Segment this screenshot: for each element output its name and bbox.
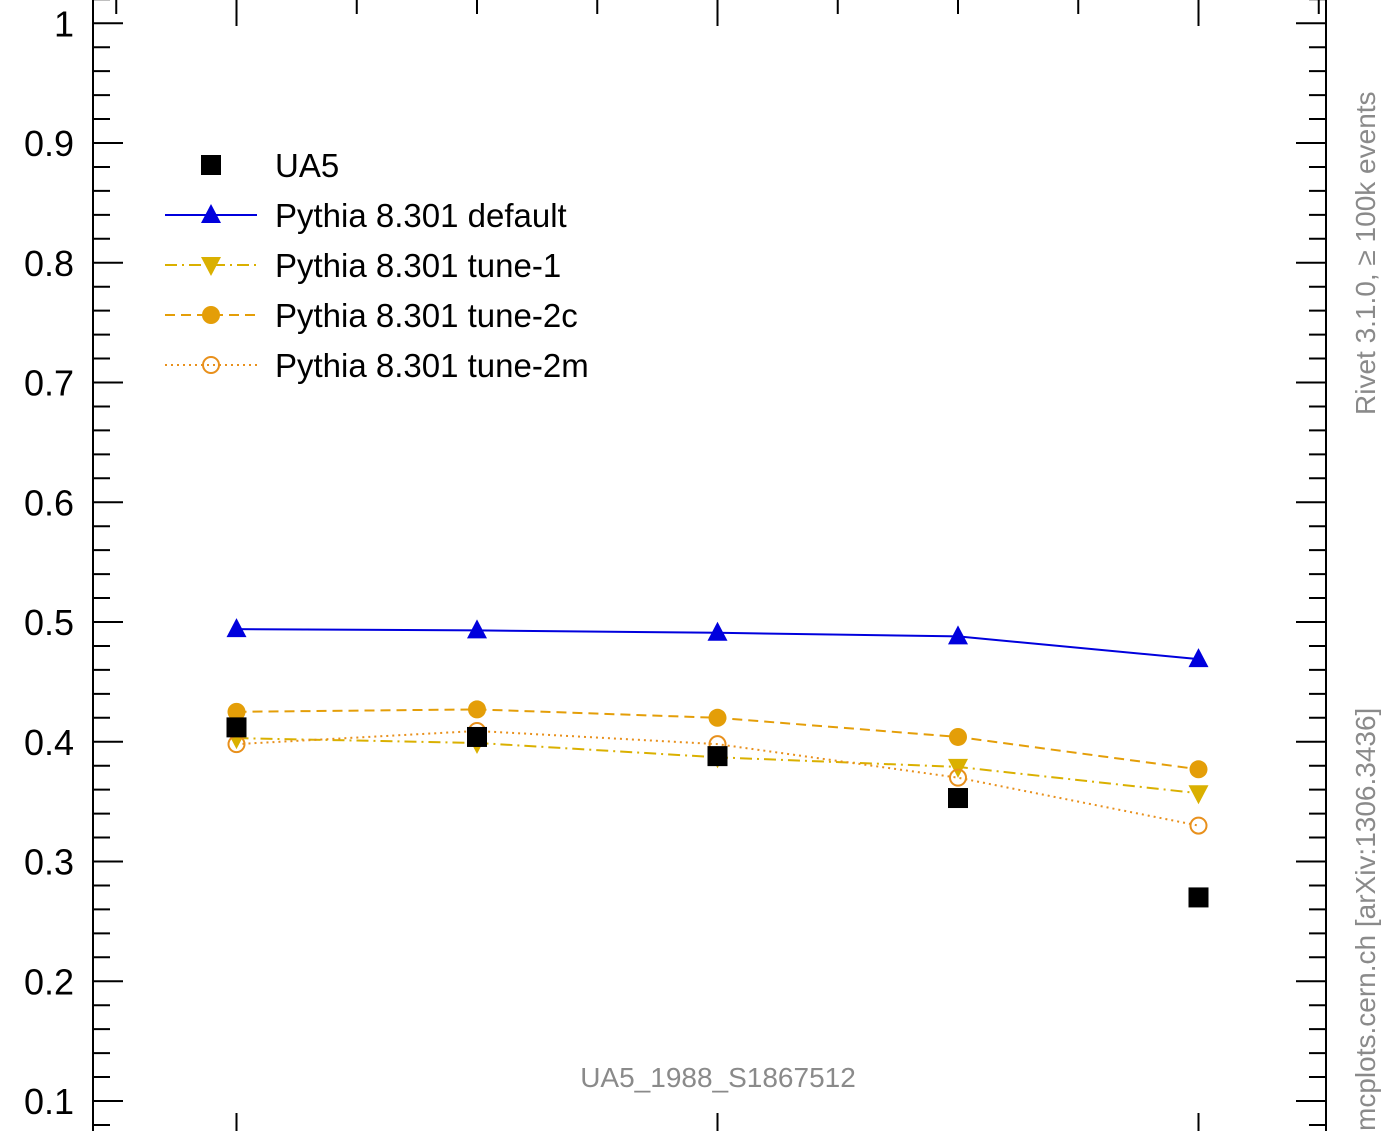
side-text-mcplots: mcplots.cern.ch [arXiv:1306.3436] bbox=[1350, 708, 1381, 1131]
data-point bbox=[948, 758, 968, 778]
data-point bbox=[707, 621, 728, 641]
y-tick-label: 0.7 bbox=[24, 363, 74, 404]
legend-label: UA5 bbox=[275, 147, 339, 184]
analysis-annotation: UA5_1988_S1867512 bbox=[580, 1062, 856, 1093]
legend-label: Pythia 8.301 tune-2c bbox=[275, 297, 578, 334]
legend-marker bbox=[201, 257, 221, 276]
data-point bbox=[707, 746, 728, 767]
y-tick-label: 0.1 bbox=[24, 1081, 74, 1122]
data-point bbox=[1189, 816, 1208, 835]
data-point bbox=[468, 700, 486, 719]
y-tick-label: 0.4 bbox=[24, 722, 74, 763]
y-tick-label: 1 bbox=[54, 3, 74, 44]
data-point bbox=[1188, 648, 1209, 668]
x-axis-ticks bbox=[115, 0, 1320, 1131]
data-point bbox=[467, 726, 487, 747]
data-point bbox=[948, 625, 968, 645]
data-point bbox=[949, 768, 967, 787]
legend-marker bbox=[202, 306, 220, 324]
data-point bbox=[226, 618, 247, 638]
series-line bbox=[236, 729, 1199, 827]
legend-label: Pythia 8.301 tune-2m bbox=[275, 347, 589, 384]
legend-marker bbox=[202, 356, 220, 374]
data-point bbox=[1188, 785, 1209, 805]
y-tick-label: 0.6 bbox=[24, 482, 74, 523]
data-point bbox=[708, 708, 727, 727]
data-point bbox=[227, 702, 246, 721]
data-point bbox=[467, 619, 487, 639]
series-lines bbox=[236, 628, 1199, 827]
legend-label: Pythia 8.301 tune-1 bbox=[275, 247, 561, 284]
y-tick-label: 0.5 bbox=[24, 602, 74, 643]
series-markers bbox=[226, 618, 1209, 908]
data-point bbox=[1189, 760, 1208, 779]
data-point bbox=[949, 727, 967, 746]
data-point bbox=[948, 788, 968, 809]
data-point bbox=[226, 717, 247, 738]
plot-frame bbox=[92, 0, 1327, 1131]
y-tick-label: 0.3 bbox=[24, 842, 74, 883]
legend: UA5 Pythia 8.301 default Pythia 8.301 tune… bbox=[165, 147, 589, 384]
y-axis-ticks: 0.1 0.2 0.3 0.4 0.5 0.6 0.7 0.8 0.9 1 bbox=[24, 0, 1326, 1126]
legend-marker bbox=[201, 204, 221, 223]
y-tick-label: 0.8 bbox=[24, 243, 74, 284]
y-tick-label: 0.2 bbox=[24, 961, 74, 1002]
data-point bbox=[1188, 887, 1209, 908]
legend-marker bbox=[201, 155, 221, 175]
legend-label: Pythia 8.301 default bbox=[275, 197, 567, 234]
side-text-rivet: Rivet 3.1.0, ≥ 100k events bbox=[1350, 91, 1381, 415]
y-tick-label: 0.9 bbox=[24, 123, 74, 164]
